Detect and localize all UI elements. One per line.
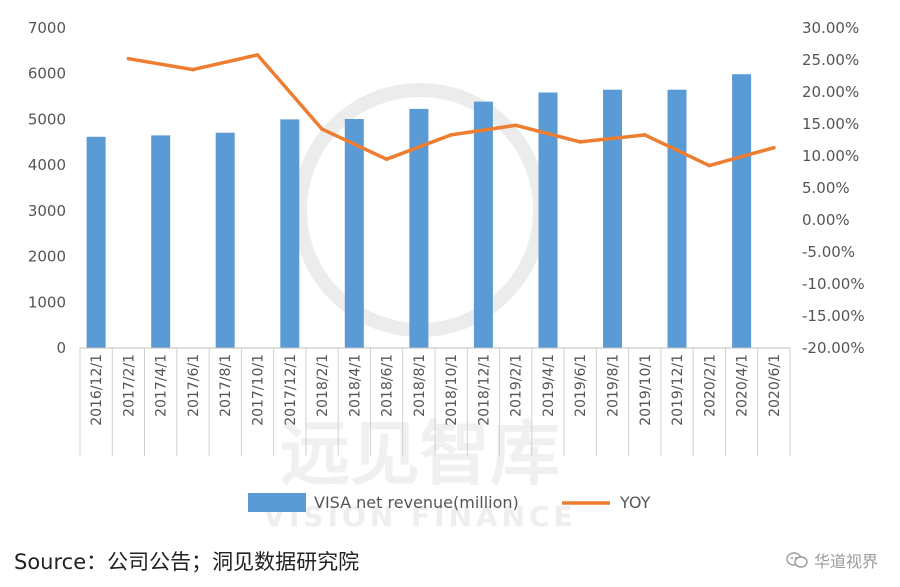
x-tick-label: 2018/10/1 [444, 354, 460, 426]
right-tick-label: -5.00% [802, 243, 855, 261]
right-tick-label: 10.00% [802, 147, 859, 165]
left-tick-label: 4000 [28, 156, 66, 174]
bar [667, 89, 687, 348]
bar [732, 74, 752, 348]
left-tick-label: 7000 [28, 19, 66, 37]
yoy-point [126, 56, 131, 61]
x-tick-label: 2018/6/1 [380, 354, 396, 417]
bar [603, 89, 622, 348]
wechat-account-name: 华道视界 [813, 552, 878, 571]
watermark-cn: 远见智库 [280, 413, 560, 495]
right-tick-label: 30.00% [802, 19, 859, 37]
left-tick-label: 5000 [28, 110, 66, 128]
right-y-axis: -20.00% -15.00% -10.00% -5.00% 0.00% 5.00% 10.… [802, 19, 865, 357]
legend-bar-label: VISA net revenue(million) [314, 493, 519, 512]
x-tick-label: 2016/12/1 [89, 354, 105, 426]
bar [280, 119, 300, 349]
x-tick-label: 2017/4/1 [154, 354, 170, 417]
watermark-en: VISION FINANCE [263, 500, 576, 533]
right-tick-label: 20.00% [802, 83, 859, 101]
x-tick-label: 2017/2/1 [121, 354, 137, 417]
left-y-axis: 0 1000 2000 3000 4000 5000 6000 7000 [28, 19, 66, 357]
x-axis: 2016/12/1 2017/2/1 2017/4/1 2017/6/1 2017/8/… [79, 347, 791, 456]
x-tick-label: 2018/4/1 [347, 354, 363, 417]
x-tick-label: 2018/12/1 [476, 354, 492, 426]
right-tick-label: -20.00% [802, 339, 865, 357]
left-tick-label: 1000 [28, 293, 66, 311]
wechat-attribution: 华道视界 [786, 548, 878, 572]
x-tick-label: 2019/8/1 [606, 354, 622, 417]
yoy-point [255, 53, 260, 57]
right-tick-label: 5.00% [802, 179, 850, 197]
x-tick-label: 2017/12/1 [283, 354, 299, 426]
yoy-point [320, 127, 324, 131]
bar [409, 108, 429, 349]
x-tick-label: 2017/10/1 [251, 354, 267, 426]
bar [151, 135, 171, 348]
yoy-point [191, 67, 195, 72]
source-note: Source：公司公告；洞见数据研究院 [14, 550, 360, 574]
x-tick-label: 2019/12/1 [670, 354, 686, 426]
bar [538, 92, 558, 348]
yoy-point [578, 140, 582, 144]
x-tick-label: 2019/6/1 [573, 354, 589, 417]
right-tick-label: -10.00% [802, 275, 865, 293]
combo-chart: 远见智库 VISION FINANCE 0 1000 2000 3000 4000 5000… [28, 19, 865, 533]
right-tick-label: 0.00% [802, 211, 850, 229]
right-tick-label: -15.00% [802, 307, 865, 325]
yoy-point [513, 123, 518, 128]
x-tick-label: 2017/6/1 [186, 354, 202, 417]
bar-series [86, 74, 752, 349]
bar [344, 119, 364, 348]
yoy-point [772, 145, 776, 150]
wechat-icon [786, 552, 808, 568]
left-tick-label: 6000 [28, 65, 66, 83]
bar [86, 136, 106, 348]
x-tick-label: 2020/4/1 [735, 354, 751, 417]
left-tick-label: 3000 [28, 202, 66, 220]
x-tick-label: 2020/6/1 [767, 354, 783, 417]
x-tick-label: 2018/8/1 [412, 354, 428, 417]
bar [215, 132, 235, 348]
legend-line-label: YOY [619, 493, 651, 512]
chart-container: 远见智库 VISION FINANCE 0 1000 2000 3000 4000 5000… [28, 19, 865, 533]
x-tick-label: 2018/2/1 [315, 354, 331, 417]
line-series [126, 53, 776, 168]
left-tick-label: 0 [56, 339, 66, 357]
x-tick-label: 2019/2/1 [509, 354, 525, 417]
yoy-point [707, 163, 712, 168]
yoy-point [643, 133, 647, 137]
x-tick-label: 2019/10/1 [638, 354, 654, 426]
bar [473, 101, 493, 348]
yoy-point [384, 157, 389, 161]
legend-bar-swatch [248, 493, 306, 512]
x-tick-label: 2019/4/1 [541, 354, 557, 417]
x-tick-label: 2017/8/1 [218, 354, 234, 417]
left-tick-label: 2000 [28, 248, 66, 266]
yoy-point [449, 133, 453, 137]
legend: VISA net revenue(million) YOY [248, 493, 651, 512]
right-tick-label: 15.00% [802, 115, 859, 133]
x-tick-label: 2020/2/1 [702, 354, 718, 417]
right-tick-label: 25.00% [802, 51, 859, 69]
